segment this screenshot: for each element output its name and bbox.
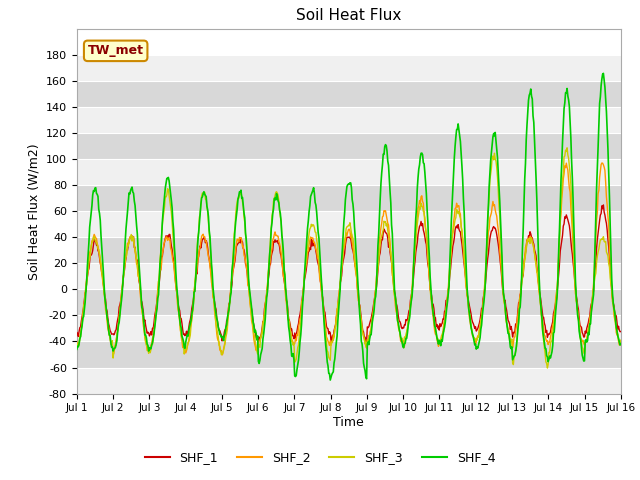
SHF_1 bbox=[139, 304, 147, 310]
SHF_4 bbox=[194, 238, 202, 244]
SHF_2 bbox=[195, 252, 202, 258]
SHF_2 bbox=[140, 323, 147, 329]
SHF_4 bbox=[617, 341, 625, 347]
SHF_4 bbox=[223, 322, 230, 328]
SHF_4 bbox=[83, 278, 90, 284]
Bar bbox=[77, 107, 621, 133]
SHF_3 bbox=[139, 311, 147, 317]
Bar bbox=[77, 315, 621, 341]
Bar bbox=[77, 237, 621, 264]
Bar bbox=[77, 289, 621, 315]
Y-axis label: Soil Heat Flux (W/m2): Soil Heat Flux (W/m2) bbox=[28, 143, 40, 279]
Line: SHF_2: SHF_2 bbox=[77, 163, 621, 355]
Line: SHF_4: SHF_4 bbox=[77, 73, 621, 380]
Bar bbox=[77, 81, 621, 107]
Bar bbox=[77, 133, 621, 159]
X-axis label: Time: Time bbox=[333, 416, 364, 429]
SHF_4 bbox=[600, 71, 607, 76]
SHF_3 bbox=[83, 282, 90, 288]
SHF_2 bbox=[109, 352, 117, 358]
SHF_2 bbox=[431, 331, 439, 337]
SHF_1 bbox=[83, 278, 90, 284]
SHF_3 bbox=[73, 342, 81, 348]
Bar bbox=[77, 159, 621, 185]
SHF_4 bbox=[139, 307, 147, 312]
SHF_3 bbox=[415, 210, 422, 216]
SHF_3 bbox=[617, 337, 625, 343]
SHF_3 bbox=[431, 320, 438, 326]
Legend: SHF_1, SHF_2, SHF_3, SHF_4: SHF_1, SHF_2, SHF_3, SHF_4 bbox=[140, 446, 500, 469]
SHF_4 bbox=[326, 377, 334, 383]
Line: SHF_1: SHF_1 bbox=[77, 205, 621, 343]
SHF_1 bbox=[223, 318, 230, 324]
SHF_4 bbox=[431, 325, 439, 331]
Title: Soil Heat Flux: Soil Heat Flux bbox=[296, 9, 401, 24]
SHF_4 bbox=[416, 162, 424, 168]
SHF_3 bbox=[563, 145, 571, 151]
SHF_1 bbox=[194, 257, 202, 263]
SHF_4 bbox=[73, 347, 81, 352]
SHF_2 bbox=[83, 276, 90, 282]
SHF_1 bbox=[617, 329, 625, 335]
Bar bbox=[77, 185, 621, 211]
Bar bbox=[77, 264, 621, 289]
Bar bbox=[77, 368, 621, 394]
SHF_1 bbox=[255, 340, 262, 346]
SHF_3 bbox=[223, 331, 230, 337]
Bar bbox=[77, 341, 621, 368]
Bar bbox=[77, 55, 621, 81]
Text: TW_met: TW_met bbox=[88, 44, 144, 57]
SHF_3 bbox=[194, 235, 202, 240]
SHF_2 bbox=[617, 339, 625, 345]
Bar bbox=[77, 211, 621, 237]
SHF_1 bbox=[431, 315, 439, 321]
Line: SHF_3: SHF_3 bbox=[77, 148, 621, 368]
SHF_1 bbox=[416, 223, 424, 229]
SHF_3 bbox=[543, 365, 551, 371]
SHF_2 bbox=[73, 339, 81, 345]
SHF_2 bbox=[416, 198, 424, 204]
SHF_2 bbox=[598, 160, 605, 166]
SHF_1 bbox=[600, 202, 607, 208]
SHF_2 bbox=[223, 320, 231, 325]
SHF_1 bbox=[73, 329, 81, 335]
